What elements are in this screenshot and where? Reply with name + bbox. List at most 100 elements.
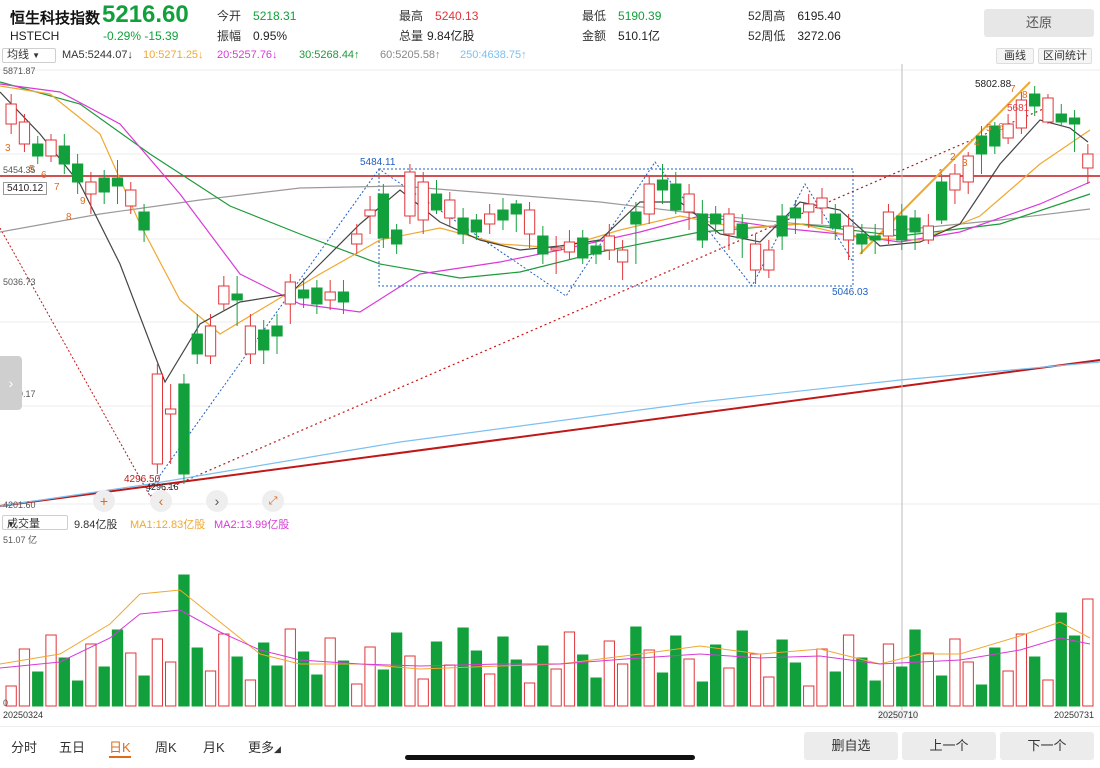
stat-volume: 总量 9.84亿股 [399,29,475,43]
range-stats-button[interactable]: 区间统计 [1038,48,1092,64]
candle-body [111,177,124,187]
ma-legend-bar: 均线 ▼ MA5:5244.07↓ 10:5271.25↓ 20:5257.76… [0,46,1100,66]
stat-amplitude: 振幅 0.95% [217,29,288,43]
candle-body [643,183,655,215]
tab-monthly-k[interactable]: 月K [203,740,225,755]
candle-body [390,229,403,245]
candle-body [842,225,855,241]
candle-body [444,199,456,219]
scroll-right-button[interactable]: › [206,490,228,512]
candle-body [803,203,815,213]
candle-body [736,223,748,239]
ma10-line [0,85,1091,335]
volume-bar [244,679,257,707]
side-drawer-handle[interactable]: › [0,356,22,410]
volume-axis-top: 51.07 亿 [3,535,38,545]
volume-bar [18,648,31,707]
candle-body [165,408,177,415]
indicator-select[interactable]: 均线 ▼ [2,48,56,63]
volume-bar [829,671,841,707]
chevron-right-icon: › [214,493,220,509]
volume-bar [989,647,1001,707]
remove-watchlist-button[interactable]: 删自选 [804,732,898,760]
candle-body [417,181,429,221]
candle-body [616,249,629,263]
td-count: 6 [998,122,1004,133]
volume-axis-zero: 0 [3,698,9,708]
volume-ma2: MA2:13.99亿股 [214,519,290,531]
volume-bar [231,656,243,707]
restore-button[interactable]: 还原 [984,9,1094,37]
volume-bar [550,668,562,707]
td-count: 8 [66,212,72,223]
volume-bar [630,626,642,707]
volume-bar [909,629,921,707]
tab-intraday[interactable]: 分时 [11,740,38,755]
candle-body [763,249,775,271]
tab-daily-k[interactable]: 日K [109,740,131,755]
plus-icon: + [99,493,109,509]
zoom-in-button[interactable]: + [93,490,115,512]
volume-bar [204,670,217,707]
candle-body [696,213,709,241]
price-axis-label: 5454.35 [3,165,36,175]
volume-bar [816,648,828,707]
chevron-down-icon: ▼ [7,520,15,529]
td-count: 9 [1034,94,1040,105]
td-count: 7 [1010,84,1016,95]
swing-high-label: 5484.11 [360,157,396,168]
kline-chart[interactable]: 5871.87 5454.35 5410.12 5036.73 4619.17 … [0,64,1100,514]
tab-more[interactable]: 更多◢ [248,740,281,755]
volume-bar [484,673,496,707]
volume-bar [603,640,615,707]
candle-body [58,145,70,165]
td-count: 5 [986,123,992,134]
td-count: 8 [1022,90,1028,101]
candle-body [364,209,376,217]
bottom-toolbar: 分时 五日 日K 周K 月K 更多◢ 删自选 上一个 下一个 [0,726,1100,768]
price-change: -0.29% -15.39 [103,29,179,43]
fullscreen-button[interactable]: ⤢ [262,490,284,512]
volume-bar [563,631,576,707]
index-name: 恒生科技指数 [10,10,101,27]
period-low-label-2: 4296.16 [146,482,179,492]
td-label: 5681 [1007,103,1030,114]
volume-bar [111,629,124,707]
candle-body [909,217,921,233]
candle-body [989,125,1001,147]
td-count: 5 [29,164,35,175]
ma5-value: MA5:5244.07↓ [62,49,133,61]
td-count: 3 [5,143,11,154]
kline-svg [0,64,1100,514]
period-high-label: 5802.88 [975,79,1012,90]
volume-bar [497,636,509,707]
volume-bar [749,653,762,707]
draw-line-button[interactable]: 画线 [996,48,1034,64]
next-button[interactable]: 下一个 [1000,732,1094,760]
volume-bar [577,654,589,707]
candle-body [324,291,336,301]
volume-bar [763,676,775,707]
expand-icon: ⤢ [268,495,278,507]
scroll-left-button[interactable]: ‹ [150,490,172,512]
volume-indicator-select[interactable]: 成交量 ▼ [2,515,68,530]
volume-bar [45,634,57,707]
previous-button[interactable]: 上一个 [902,732,996,760]
candle-body [244,325,257,355]
candle-body [683,193,695,213]
volume-bar [191,647,203,707]
price-axis-label: 5036.73 [3,277,36,287]
tab-weekly-k[interactable]: 周K [155,740,177,755]
volume-bar [789,662,802,707]
volume-bar [151,638,164,707]
volume-bar [523,682,536,707]
volume-bar [962,661,974,707]
candle-body [457,217,469,235]
date-start: 20250324 [3,710,44,720]
candle-body [191,333,203,355]
chevron-right-icon: › [8,375,14,391]
tab-five-day[interactable]: 五日 [59,740,86,755]
candle-body [98,177,110,193]
td-count: 2 [950,152,956,163]
ma60-line [0,185,1091,233]
